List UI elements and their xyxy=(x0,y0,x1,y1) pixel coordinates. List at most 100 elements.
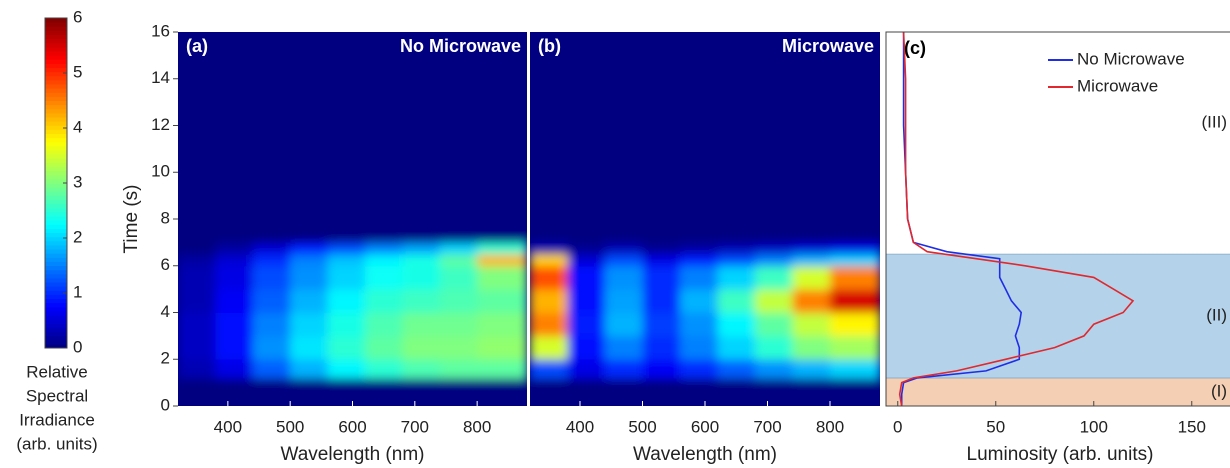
series-line xyxy=(898,32,1135,406)
y-axis-label: Time (s) xyxy=(121,185,142,254)
colorbar-segment xyxy=(45,282,67,287)
heatmap-cell xyxy=(215,359,254,379)
colorbar-segment xyxy=(45,265,67,271)
heatmap-cell xyxy=(178,312,216,337)
x-tick-label: 800 xyxy=(816,417,844,436)
colorbar-segment xyxy=(45,154,67,159)
region xyxy=(886,253,1230,379)
heatmap-cell xyxy=(178,265,216,290)
heatmap-cell xyxy=(252,312,291,337)
heatmap-cell xyxy=(567,289,606,313)
colorbar-segment xyxy=(45,150,67,155)
heatmap-cell xyxy=(402,242,441,255)
colorbar-segment xyxy=(45,18,67,23)
heatmap-cell xyxy=(477,377,527,406)
heatmap-cell xyxy=(680,242,718,255)
heatmap-cell xyxy=(755,32,793,243)
colorbar-segment xyxy=(45,211,67,217)
y-tick-label: 6 xyxy=(161,255,170,274)
heatmap-cell xyxy=(530,242,568,255)
heatmap-cell xyxy=(755,265,793,290)
x-tick-label: 700 xyxy=(753,417,781,436)
heatmap-cell xyxy=(402,289,441,313)
heatmap-cell xyxy=(477,335,527,360)
heatmap-cell xyxy=(530,289,568,313)
heatmap-cell xyxy=(530,312,568,337)
heatmap-cell xyxy=(364,242,403,255)
heatmap-cell xyxy=(178,254,216,267)
heatmap-cell xyxy=(364,32,403,243)
colorbar-segment xyxy=(45,46,67,52)
panel-title: Microwave xyxy=(782,36,874,56)
heatmap-cell xyxy=(327,359,366,379)
heatmap-cell xyxy=(215,377,254,406)
heatmap-cell xyxy=(439,312,478,337)
colorbar-segment xyxy=(45,96,67,101)
heatmap-cell xyxy=(364,377,403,406)
heatmap-cell xyxy=(830,289,880,313)
heatmap-cell xyxy=(830,377,880,406)
colorbar-tick-label: 5 xyxy=(73,62,82,81)
heatmap-cell xyxy=(830,254,880,267)
colorbar-segment xyxy=(45,236,67,242)
heatmap-cell xyxy=(402,335,441,360)
heatmap-cell xyxy=(327,289,366,313)
colorbar-segment xyxy=(45,158,67,163)
heatmap-cell xyxy=(327,377,366,406)
heatmap-cell xyxy=(755,289,793,313)
heatmap-cell xyxy=(605,289,643,313)
heatmap-cell xyxy=(290,32,329,243)
y-tick-label: 16 xyxy=(151,21,170,40)
heatmap-cell xyxy=(530,377,568,406)
colorbar-segment xyxy=(45,216,67,221)
colorbar-segment xyxy=(45,51,67,56)
y-tick-label: 8 xyxy=(161,208,170,227)
y-tick-label: 0 xyxy=(161,395,170,414)
colorbar-segment xyxy=(45,67,67,73)
heatmap-cell xyxy=(439,32,478,243)
colorbar-tick-label: 4 xyxy=(73,117,82,136)
heatmap-cell xyxy=(792,359,831,379)
colorbar-segment xyxy=(45,244,67,250)
heatmap-cell xyxy=(605,359,643,379)
x-axis-label: Luminosity (arb. units) xyxy=(967,444,1154,465)
heatmap-cell xyxy=(178,335,216,360)
colorbar-segment xyxy=(45,137,67,143)
heatmap-cell xyxy=(717,312,756,337)
colorbar-segment xyxy=(45,108,67,114)
colorbar-segment xyxy=(45,335,67,341)
heatmap-cell xyxy=(830,335,880,360)
heatmap-cell xyxy=(642,359,681,379)
heatmap-cell xyxy=(439,265,478,290)
heatmap-cell xyxy=(252,32,291,243)
colorbar-segment xyxy=(45,141,67,147)
x-tick-label: 0 xyxy=(893,417,902,436)
colorbar-segment xyxy=(45,100,67,106)
colorbar-segment xyxy=(45,26,67,31)
colorbar-segment xyxy=(45,207,67,213)
heatmap-cell xyxy=(215,242,254,255)
colorbar-tick-label: 0 xyxy=(73,337,82,356)
heatmap-cell xyxy=(364,359,403,379)
heatmap-cell xyxy=(215,335,254,360)
x-tick-label: 500 xyxy=(628,417,656,436)
heatmap-cell xyxy=(605,377,643,406)
heatmap-cell xyxy=(215,254,254,267)
colorbar-segment xyxy=(45,203,67,209)
heatmap-cell xyxy=(252,359,291,379)
heatmap-cell xyxy=(178,377,216,406)
heatmap-cell xyxy=(290,242,329,255)
heatmap-cell xyxy=(567,312,606,337)
colorbar-label: Relative xyxy=(26,362,87,381)
heatmap-cell xyxy=(327,335,366,360)
heatmap-cell xyxy=(477,254,527,267)
heatmap-cell xyxy=(755,312,793,337)
region-label: (I) xyxy=(1211,381,1227,400)
heatmap-cell xyxy=(755,254,793,267)
heatmap-cell xyxy=(680,254,718,267)
heatmap-cell xyxy=(642,32,681,243)
x-axis-label: Wavelength (nm) xyxy=(281,444,425,465)
colorbar-tick-label: 3 xyxy=(73,172,82,191)
heatmap-cell xyxy=(605,254,643,267)
